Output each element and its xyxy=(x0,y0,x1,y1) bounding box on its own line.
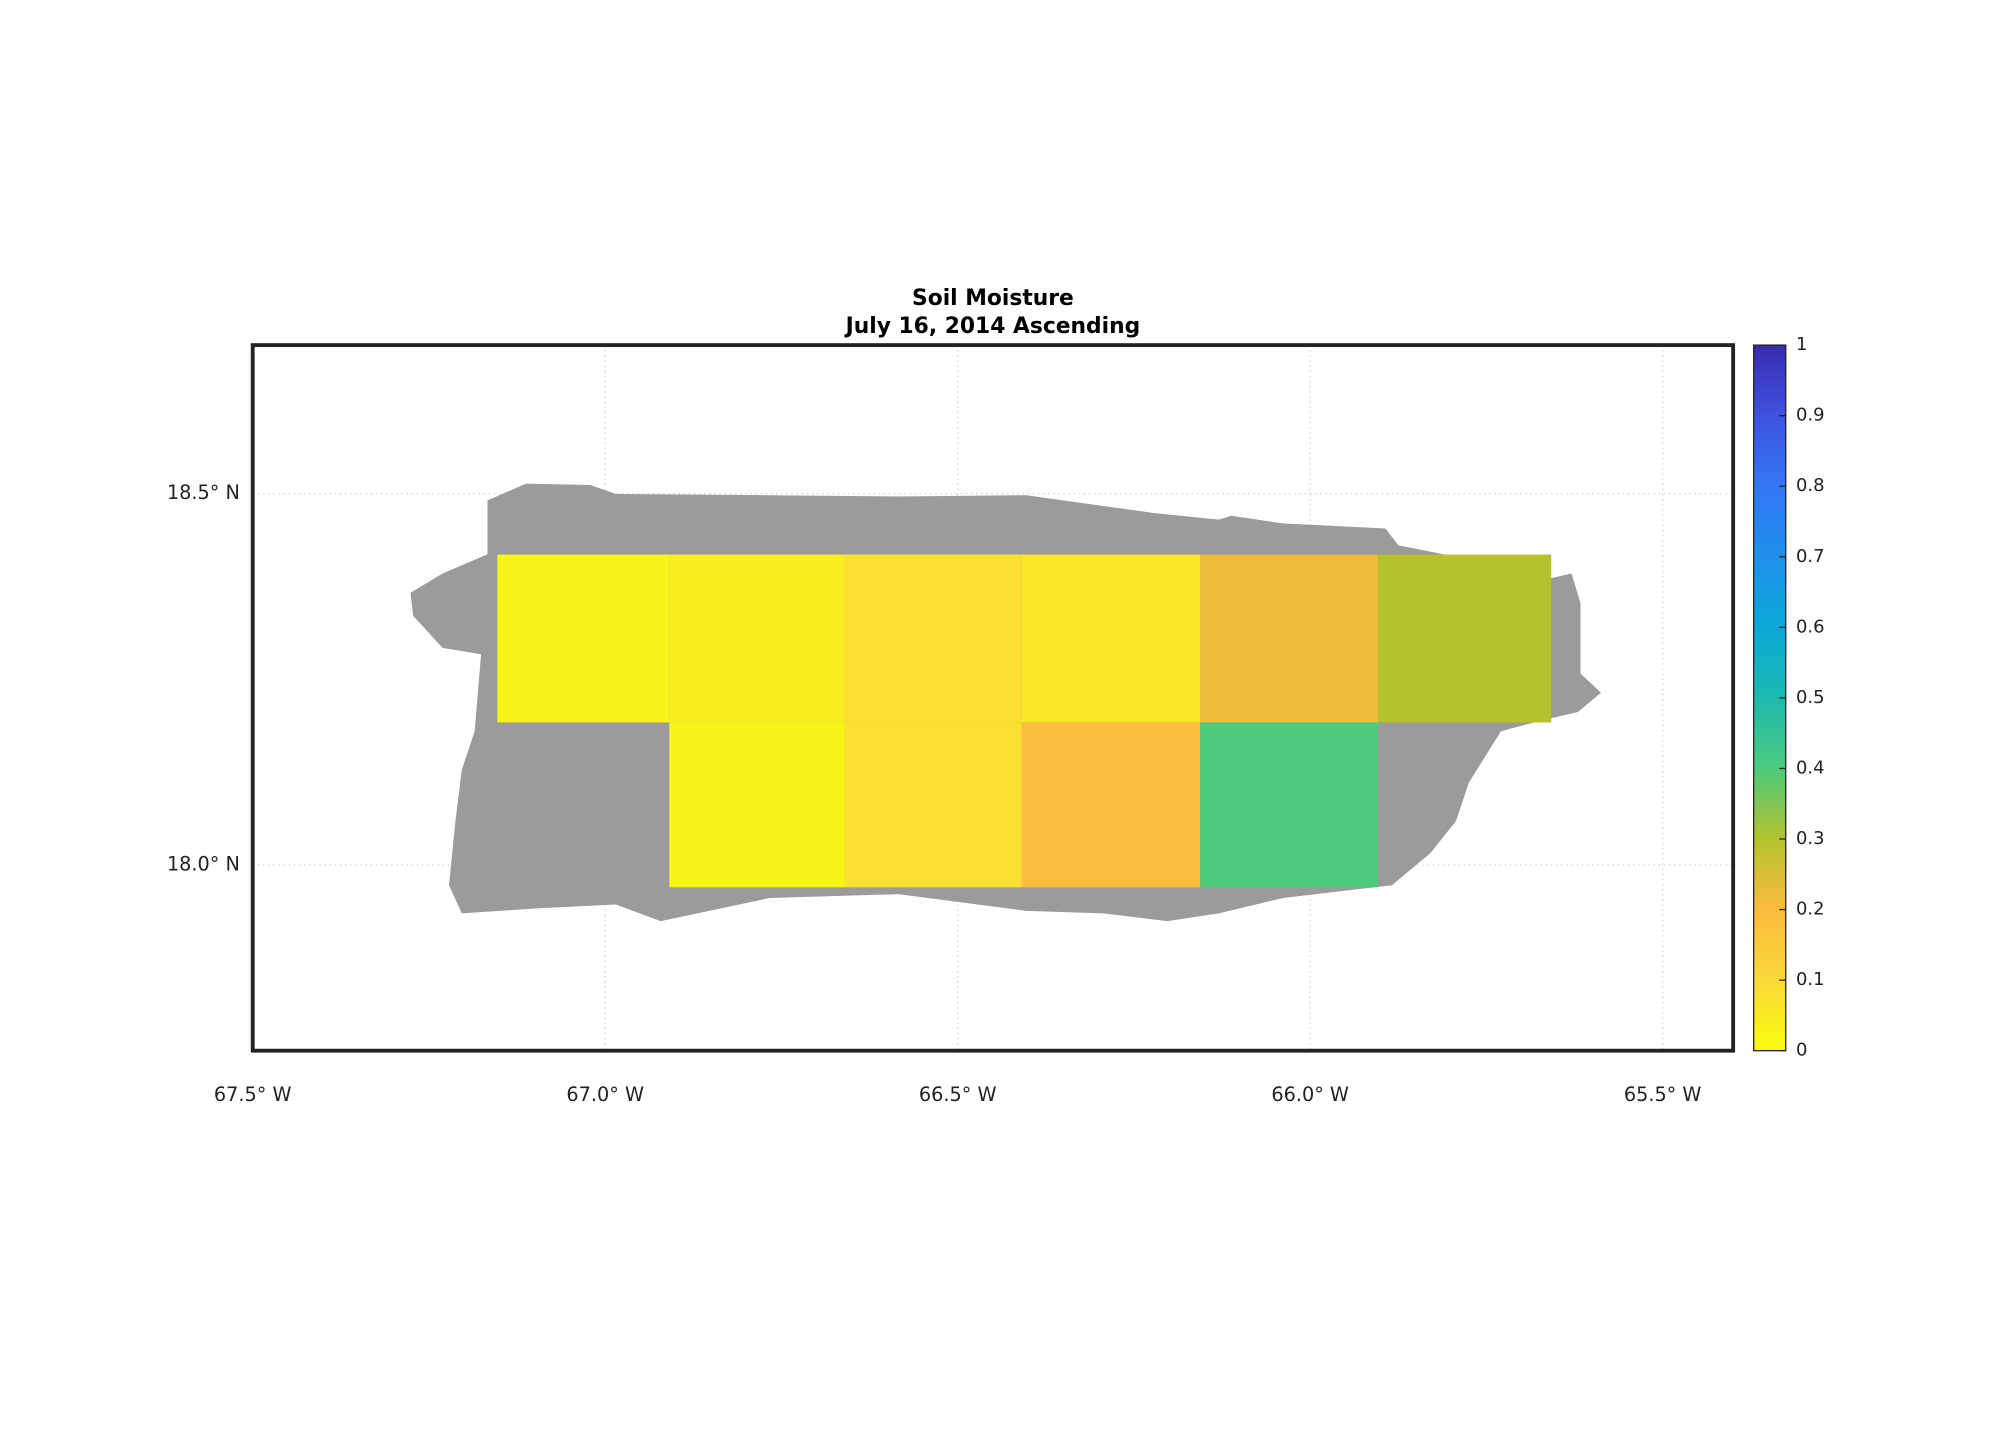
y-tick-label: 18.5° N xyxy=(167,481,240,504)
colorbar-tick-label: 0.8 xyxy=(1796,475,1825,496)
colorbar-tick-label: 0.9 xyxy=(1796,405,1825,426)
chart-subtitle: July 16, 2014 Ascending xyxy=(844,314,1141,339)
colorbar-tick-label: 0.1 xyxy=(1796,969,1825,990)
grid-cell xyxy=(669,554,845,723)
colorbar-tick-label: 0.7 xyxy=(1796,546,1825,567)
grid-cell xyxy=(844,722,1022,888)
colorbar-tick-label: 0.2 xyxy=(1796,899,1825,920)
colorbar-tick-label: 1 xyxy=(1796,334,1807,355)
grid-cell xyxy=(669,722,845,888)
colorbar-tick-label: 0.5 xyxy=(1796,687,1825,708)
grid-cell xyxy=(1377,554,1552,723)
colorbar-tick-label: 0 xyxy=(1796,1040,1807,1061)
grid-cell xyxy=(1200,722,1378,888)
x-tick-label: 65.5° W xyxy=(1624,1083,1702,1106)
grid-cell xyxy=(1021,554,1201,723)
y-tick-label: 18.0° N xyxy=(167,853,240,876)
x-tick-label: 67.0° W xyxy=(566,1083,644,1106)
grid-cell xyxy=(844,554,1022,723)
x-tick-label: 66.5° W xyxy=(919,1083,997,1106)
grid-cell xyxy=(1021,722,1201,888)
grid-cell xyxy=(497,554,670,723)
colorbar-tick-label: 0.3 xyxy=(1796,828,1825,849)
x-tick-label: 67.5° W xyxy=(214,1083,292,1106)
colorbar-tick-label: 0.4 xyxy=(1796,757,1825,778)
map-frame xyxy=(250,343,1736,1053)
chart-title: Soil Moisture xyxy=(912,286,1074,311)
x-tick-label: 66.0° W xyxy=(1271,1083,1349,1106)
grid-cell xyxy=(1200,554,1378,723)
colorbar-tick-label: 0.6 xyxy=(1796,616,1825,637)
